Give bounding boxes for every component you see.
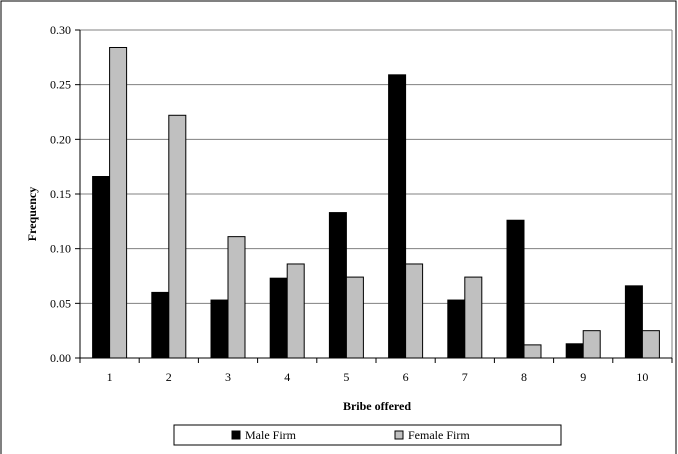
y-tick-label-0.20: 0.20 xyxy=(50,132,71,146)
y-tick-label-0.00: 0.00 xyxy=(50,351,71,365)
legend-label-male-firm: Male Firm xyxy=(245,428,297,442)
x-axis-title: Bribe offered xyxy=(343,399,411,413)
x-tick-label-7: 7 xyxy=(462,370,468,384)
bar-female-firm-1 xyxy=(109,46,128,359)
x-tick-label-5: 5 xyxy=(343,370,349,384)
x-tick-label-4: 4 xyxy=(284,370,290,384)
bar-male-firm-7 xyxy=(447,299,466,359)
bar-female-firm-7 xyxy=(464,276,483,359)
x-tick-label-9: 9 xyxy=(580,370,586,384)
x-tick-label-6: 6 xyxy=(403,370,409,384)
legend-label-female-firm: Female Firm xyxy=(408,428,470,442)
x-tick-label-8: 8 xyxy=(521,370,527,384)
bar-female-firm-6 xyxy=(405,263,424,359)
bar-female-firm-5 xyxy=(345,276,364,359)
legend-swatch-male-firm xyxy=(231,430,241,440)
y-tick-label-0.10: 0.10 xyxy=(50,242,71,256)
axes xyxy=(75,29,673,363)
bar-male-firm-5 xyxy=(328,212,347,359)
bar-male-firm-8 xyxy=(506,219,525,359)
bar-male-firm-4 xyxy=(269,277,288,359)
bar-female-firm-2 xyxy=(168,114,187,359)
bar-male-firm-3 xyxy=(210,299,229,359)
bar-female-firm-10 xyxy=(641,330,660,359)
tick-labels: 0.00 0.05 0.10 0.15 0.20 0.25 0.30 1 2 3 4 5 6 7 8 9 10 xyxy=(50,23,648,384)
bar-female-firm-9 xyxy=(582,330,601,359)
y-tick-label-0.15: 0.15 xyxy=(50,187,71,201)
bar-female-firm-3 xyxy=(227,236,246,359)
legend: Male Firm Female Firm xyxy=(173,424,562,446)
x-tick-label-2: 2 xyxy=(166,370,172,384)
bar-male-firm-1 xyxy=(92,176,111,359)
bar-male-firm-10 xyxy=(624,285,643,359)
y-tick-label-0.05: 0.05 xyxy=(50,296,71,310)
y-axis-title: Frequency xyxy=(25,187,39,241)
bar-male-firm-9 xyxy=(565,343,584,359)
bar-female-firm-4 xyxy=(286,263,305,359)
x-tick-label-1: 1 xyxy=(107,370,113,384)
x-tick-label-3: 3 xyxy=(225,370,231,384)
bar-female-firm-8 xyxy=(523,344,542,359)
y-tick-label-0.30: 0.30 xyxy=(50,23,71,37)
legend-swatch-female-firm xyxy=(394,430,404,440)
y-tick-label-0.25: 0.25 xyxy=(50,78,71,92)
bar-male-firm-6 xyxy=(388,74,407,359)
legend-box xyxy=(173,424,562,446)
x-tick-label-10: 10 xyxy=(636,370,648,384)
bars xyxy=(92,46,660,359)
bar-male-firm-2 xyxy=(151,291,170,359)
